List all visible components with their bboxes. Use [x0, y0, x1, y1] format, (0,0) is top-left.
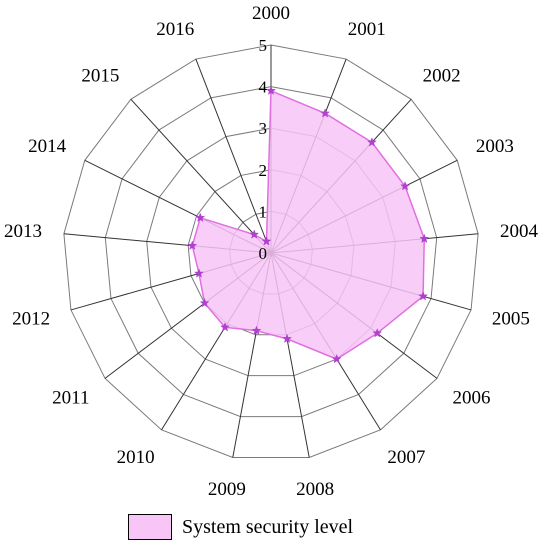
spoke-2015	[130, 98, 272, 254]
data-point-2010	[220, 322, 230, 332]
data-point-2016	[261, 236, 272, 246]
data-point-2008	[282, 333, 293, 344]
data-point-2009	[251, 325, 262, 335]
tick-label-5: 5	[259, 36, 268, 55]
category-labels: 2000 2001 2002 2003 2004 2005 2006 2007 2008 2009…	[4, 3, 538, 500]
data-point-2013	[187, 240, 198, 250]
grid-ring	[104, 86, 438, 418]
category-label-2001: 2001	[348, 19, 386, 40]
data-point-2001	[320, 108, 331, 118]
category-label-2003: 2003	[476, 136, 514, 157]
tick-label-0: 0	[259, 244, 268, 263]
tick-label-1: 1	[259, 202, 268, 221]
tick-label-3: 3	[259, 119, 268, 138]
data-point-2000	[266, 85, 276, 95]
category-label-2006: 2006	[453, 388, 491, 409]
legend-swatch	[128, 514, 172, 540]
data-point-2012	[194, 268, 204, 278]
data-point-2015	[249, 229, 260, 239]
category-label-2004: 2004	[500, 221, 539, 242]
category-label-2000: 2000	[252, 3, 290, 24]
category-label-2012: 2012	[12, 309, 50, 330]
grid-ring	[63, 44, 479, 458]
tick-label-4: 4	[259, 78, 268, 97]
category-label-2011: 2011	[52, 388, 89, 409]
category-label-2008: 2008	[296, 479, 334, 500]
data-point-2011	[199, 297, 210, 308]
data-point-2003	[400, 181, 411, 191]
radar-series	[187, 85, 430, 364]
data-point-2005	[418, 291, 429, 301]
data-point-2004	[419, 233, 430, 244]
spoke-2016	[195, 58, 272, 254]
legend: System security level	[128, 512, 353, 542]
data-point-2002	[366, 137, 377, 147]
radial-tick-labels: 0 1 2 3 4 5	[259, 36, 268, 263]
category-label-2013: 2013	[4, 221, 42, 242]
legend-label: System security level	[182, 515, 354, 538]
category-label-2016: 2016	[156, 19, 194, 40]
category-label-2005: 2005	[492, 309, 530, 330]
category-label-2014: 2014	[28, 136, 67, 157]
category-label-2010: 2010	[117, 447, 155, 468]
category-label-2009: 2009	[208, 479, 246, 500]
category-label-2015: 2015	[81, 66, 119, 87]
category-label-2007: 2007	[387, 447, 425, 468]
data-point-2007	[331, 353, 342, 364]
category-label-2002: 2002	[423, 66, 461, 87]
tick-label-2: 2	[259, 161, 268, 180]
data-point-2014	[195, 212, 206, 222]
series-area	[191, 89, 426, 360]
data-point-2006	[372, 328, 383, 338]
